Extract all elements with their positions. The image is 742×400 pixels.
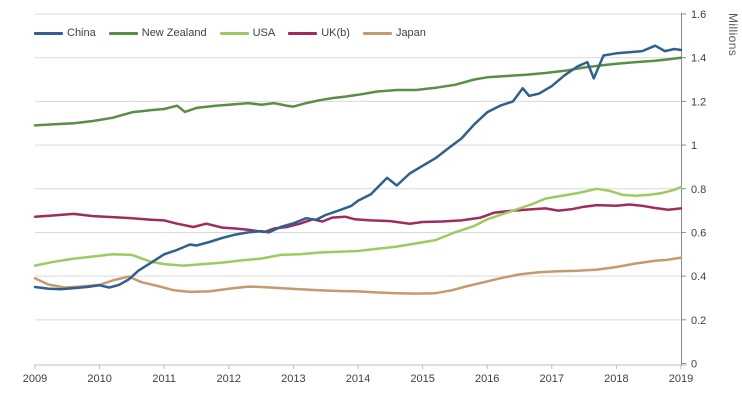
x-tick-label: 2010 <box>87 373 111 385</box>
legend-swatch-uk <box>288 31 318 35</box>
x-tick-label: 2019 <box>669 373 693 385</box>
legend-item-usa: USA <box>219 27 276 39</box>
x-tick-label: 2011 <box>152 373 176 385</box>
y-tick-label: 0.8 <box>691 184 706 196</box>
legend-label-uk: UK(b) <box>321 27 350 39</box>
chart-legend: China New Zealand USA UK(b) Japan <box>34 27 426 39</box>
x-tick-label: 2014 <box>346 373 370 385</box>
x-tick-label: 2016 <box>475 373 499 385</box>
y-tick-label: 1.6 <box>691 9 706 21</box>
y-tick-label: 1.2 <box>691 96 706 108</box>
legend-label-china: China <box>67 27 96 39</box>
legend-item-uk: UK(b) <box>288 27 350 39</box>
legend-swatch-japan <box>362 31 392 35</box>
usa-line <box>33 185 683 267</box>
legend-label-new-zealand: New Zealand <box>141 27 207 39</box>
new-zealand-line <box>33 56 683 127</box>
x-tick-label: 2015 <box>410 373 434 385</box>
legend-swatch-china <box>34 31 63 35</box>
y-tick-label: 1 <box>691 140 697 152</box>
legend-swatch-usa <box>219 31 249 35</box>
legend-item-japan: Japan <box>362 27 426 39</box>
x-tick-label: 2018 <box>604 373 628 385</box>
x-tick-label: 2009 <box>23 373 47 385</box>
x-tick-label: 2012 <box>217 373 241 385</box>
legend-swatch-new-zealand <box>108 31 138 35</box>
uk-b-line <box>33 203 683 234</box>
y-tick-label: 0.6 <box>691 227 706 239</box>
y-tick-label: 0 <box>691 359 697 371</box>
legend-item-china: China <box>34 27 96 39</box>
y-tick-label: 0.2 <box>691 315 706 327</box>
legend-item-new-zealand: New Zealand <box>108 27 207 39</box>
y-tick-label: 1.4 <box>691 53 706 65</box>
legend-label-usa: USA <box>252 27 276 39</box>
legend-label-japan: Japan <box>395 27 426 39</box>
x-tick-label: 2013 <box>281 373 305 385</box>
china-line <box>33 44 683 291</box>
y-tick-label: 0.4 <box>691 271 706 283</box>
x-tick-label: 2017 <box>540 373 564 385</box>
y-axis-title: Millions <box>726 13 740 57</box>
